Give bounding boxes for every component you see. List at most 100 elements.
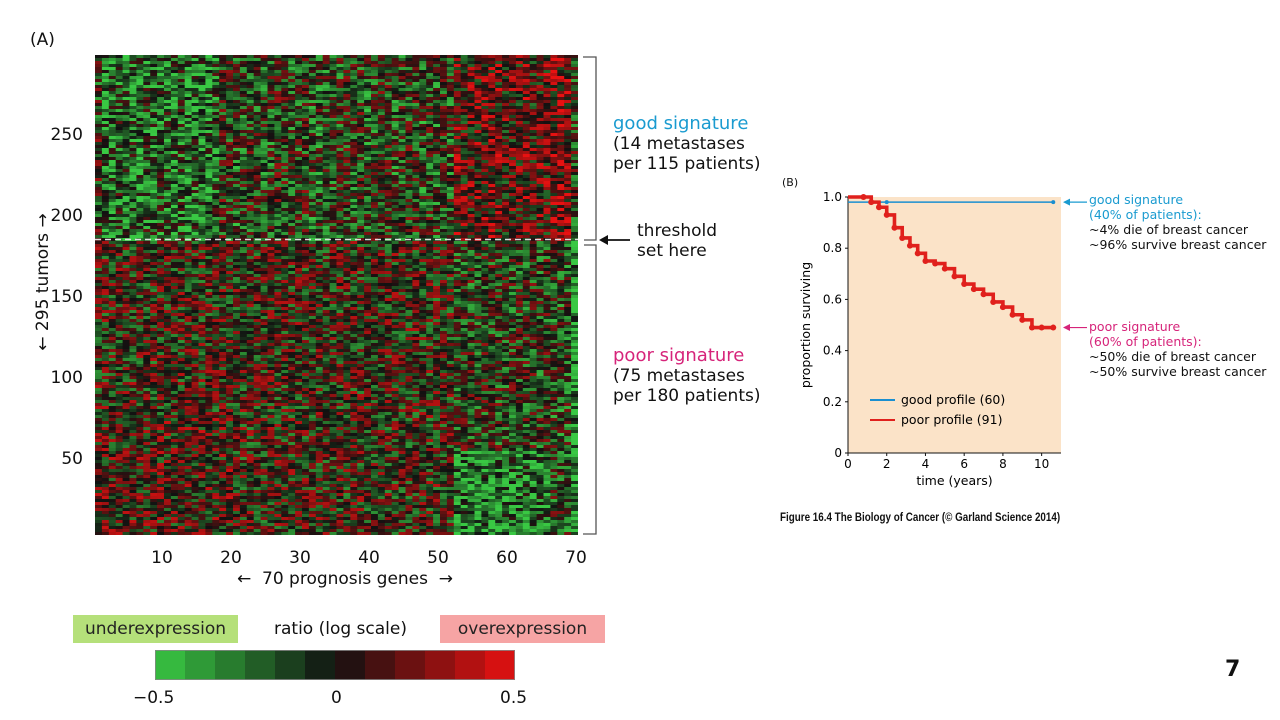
y-tick-200: 200 (50, 206, 83, 226)
heatmap-cells (95, 55, 578, 535)
y-axis-title: proportion surviving (798, 262, 813, 388)
expression-heatmap (95, 55, 578, 535)
poor-profile-point (999, 304, 1006, 311)
plot-area (848, 197, 1061, 453)
colorbar (155, 650, 515, 680)
poor-profile-point (922, 258, 929, 264)
panel-a-label: (A) (30, 30, 55, 50)
colorbar-segment (275, 650, 306, 680)
good-profile-point (884, 200, 889, 205)
y-axis-label: ← 295 tumors → (33, 207, 53, 357)
poor-note-title: poor signature (1089, 319, 1181, 334)
poor-profile-point (868, 199, 875, 206)
poor-profile-point (1038, 324, 1045, 331)
x-axis-label: ← 70 prognosis genes → (215, 569, 475, 589)
threshold-arrow-icon (599, 235, 630, 245)
poor-profile-point (1009, 311, 1016, 318)
underexpression-label: underexpression (73, 615, 238, 643)
x-tick-30: 30 (289, 548, 311, 568)
poor-note-pct: (60% of patients): (1089, 334, 1202, 349)
y-axis-label-text: 295 tumors (33, 232, 53, 332)
poor-profile-point (899, 234, 906, 241)
good-note-line1: ~4% die of breast cancer (1089, 222, 1249, 237)
good-signature-title: good signature (613, 113, 749, 134)
poor-profile-point (990, 298, 997, 305)
survival-curve-chart: 0 2 4 6 8 10 0 0.2 0.4 0.6 0.8 1.0 time (years) propo… (798, 190, 1087, 488)
y-tick-100: 100 (50, 368, 83, 388)
poor-profile-point (883, 211, 890, 218)
x-axis-title: time (years) (916, 473, 992, 488)
poor-profile-point (1050, 324, 1057, 331)
x-tick-label: 4 (922, 457, 930, 471)
x-tick-50: 50 (427, 548, 449, 568)
good-note-pct: (40% of patients): (1089, 207, 1202, 222)
colorbar-segment (455, 650, 486, 680)
y-tick-150: 150 (50, 287, 83, 307)
poor-profile-point (891, 224, 898, 231)
y-tick-label: 0 (834, 446, 842, 460)
poor-profile-point (970, 286, 977, 293)
legend-label: good profile (60) (901, 392, 1005, 407)
x-tick-label: 8 (999, 457, 1007, 471)
group-brackets (583, 56, 597, 535)
colorbar-segment (305, 650, 336, 680)
poor-signature-note: poor signature (60% of patients): ~50% d… (1089, 319, 1266, 379)
good-note-line2: ~96% survive breast cancer (1089, 237, 1267, 252)
poor-profile-point (860, 194, 867, 200)
colorbar-segment (155, 650, 186, 680)
colorbar-segment (485, 650, 515, 680)
page-number: 7 (1225, 657, 1241, 682)
y-tick-label: 0.4 (823, 344, 842, 358)
good-signature-line2: per 115 patients) (613, 154, 761, 174)
threshold-line1: threshold (637, 221, 718, 241)
y-tick-label: 0.6 (823, 292, 842, 306)
y-tick-label: 0.2 (823, 395, 842, 409)
good-profile-point (1051, 200, 1056, 205)
threshold-text: threshold set here (637, 221, 717, 261)
y-arrow-right: → (33, 213, 53, 233)
poor-profile-point (906, 242, 913, 249)
x-tick-label: 10 (1034, 457, 1049, 471)
overexpression-label: overexpression (440, 615, 605, 643)
poor-signature-title: poor signature (613, 345, 745, 366)
y-tick-label: 0.8 (823, 241, 842, 255)
colorbar-segment (215, 650, 246, 680)
poor-signature-line2: per 180 patients) (613, 386, 761, 406)
colorbar-segment (425, 650, 456, 680)
colorbar-segment (245, 650, 276, 680)
legend-label: poor profile (91) (901, 412, 1002, 427)
poor-note-line1: ~50% die of breast cancer (1089, 349, 1257, 364)
poor-profile-point (1019, 316, 1026, 323)
poor-profile-point (875, 204, 882, 211)
threshold-line2: set here (637, 241, 707, 261)
good-signature-note: good signature (40% of patients): ~4% di… (1089, 192, 1266, 252)
poor-signature-line1: (75 metastases (613, 366, 745, 386)
y-tick-50: 50 (61, 449, 83, 469)
poor-profile-point (980, 291, 987, 298)
poor-note-line2: ~50% survive breast cancer (1089, 364, 1267, 379)
x-axis-label-text: 70 prognosis genes (262, 569, 428, 589)
y-tick-label: 1.0 (823, 190, 842, 204)
x-tick-label: 0 (844, 457, 852, 471)
x-tick-10: 10 (151, 548, 173, 568)
y-tick-250: 250 (50, 125, 83, 145)
good-signature-line1: (14 metastases (613, 134, 745, 154)
x-tick-20: 20 (220, 548, 242, 568)
poor-signature-text: poor signature (75 metastases per 180 pa… (613, 345, 760, 406)
colorbar-segment (365, 650, 396, 680)
good-note-title: good signature (1089, 192, 1184, 207)
x-tick-60: 60 (496, 548, 518, 568)
poor-profile-point (961, 281, 968, 288)
ratio-log-scale-label: ratio (log scale) (274, 619, 407, 639)
colorbar-tick-max: 0.5 (500, 688, 528, 708)
panel-b-label: (B) (782, 176, 799, 189)
x-tick-70: 70 (565, 548, 587, 568)
x-tick-label: 2 (883, 457, 891, 471)
colorbar-segment (335, 650, 366, 680)
x-arrow-left: ← (236, 569, 262, 589)
poor-profile-point (914, 250, 921, 257)
colorbar-tick-min: −0.5 (133, 688, 175, 708)
poor-profile-point (941, 265, 948, 272)
colorbar-tick-mid: 0 (331, 688, 342, 708)
y-arrow-left: ← (33, 331, 53, 351)
